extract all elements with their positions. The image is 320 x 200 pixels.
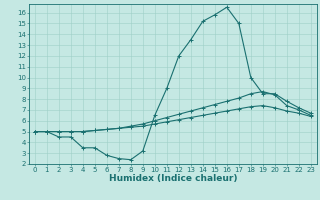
X-axis label: Humidex (Indice chaleur): Humidex (Indice chaleur)	[108, 174, 237, 183]
